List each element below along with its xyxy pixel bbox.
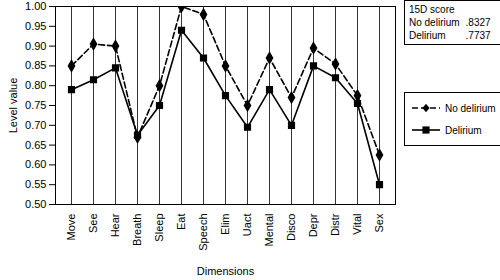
svg-text:Disco: Disco [285,214,297,242]
svg-text:Eat: Eat [175,214,187,231]
svg-text:0.70: 0.70 [25,119,46,131]
svg-text:Uact: Uact [241,214,253,237]
svg-text:0.90: 0.90 [25,40,46,52]
html-text:15D score: 15D score [409,4,455,15]
svg-text:0.50: 0.50 [25,198,46,210]
svg-text:Vital: Vital [351,214,363,235]
svg-text:Speech: Speech [197,214,209,251]
svg-text:1.00: 1.00 [25,0,46,12]
svg-text:Move: Move [65,214,77,241]
svg-text:Sex: Sex [373,213,385,232]
svg-text:0.60: 0.60 [25,158,46,170]
svg-text:Mental: Mental [263,214,275,247]
html-text:.7737: .7737 [465,30,491,41]
html-text:Delirium: Delirium [445,124,482,136]
html-text:No delirium: No delirium [445,102,496,114]
svg-text:Level value: Level value [7,78,19,134]
svg-text:Hear: Hear [109,213,121,237]
svg-text:0.75: 0.75 [25,99,46,111]
svg-text:Dimensions: Dimensions [197,265,255,277]
svg-text:0.85: 0.85 [25,59,46,71]
svg-text:Distr: Distr [329,213,341,236]
html-text:No delirium: No delirium [409,17,460,28]
svg-text:See: See [87,214,99,234]
svg-text:0.80: 0.80 [25,79,46,91]
svg-text:0.65: 0.65 [25,139,46,151]
svg-text:Breath: Breath [131,214,143,246]
html-text:Delirium: Delirium [409,30,446,41]
html-text:.8327: .8327 [465,17,491,28]
svg-text:0.95: 0.95 [25,20,46,32]
svg-text:0.55: 0.55 [25,178,46,190]
svg-text:Sleep: Sleep [153,214,165,242]
svg-text:Depr: Depr [307,213,319,237]
svg-text:Elim: Elim [219,214,231,235]
